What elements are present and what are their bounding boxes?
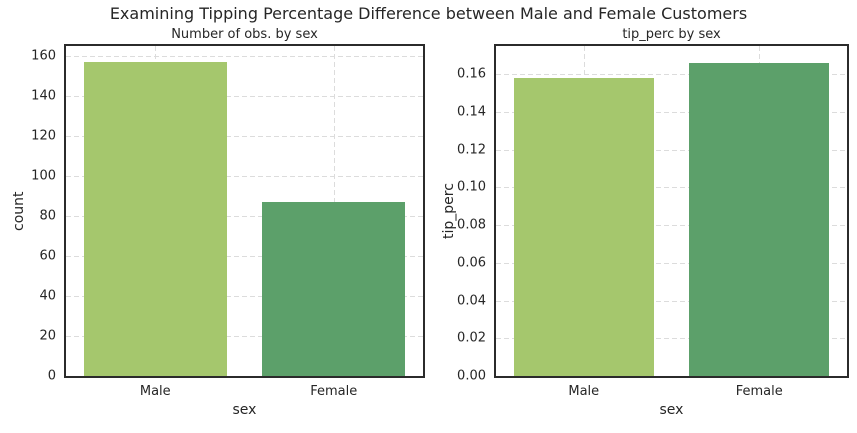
gridline-horizontal — [496, 112, 847, 113]
y-tick-label: 20 — [39, 328, 56, 344]
gridline-horizontal — [496, 300, 847, 302]
gridline-horizontal — [496, 338, 847, 340]
gridline-horizontal — [66, 216, 423, 217]
gridline-horizontal — [66, 176, 423, 177]
gridline-horizontal — [496, 225, 847, 227]
y-tick-label: 0 — [47, 368, 56, 384]
y-tick-label: 60 — [39, 248, 56, 264]
tip-perc-y-axis-label: tip_perc — [441, 183, 457, 239]
y-tick-label: 0.06 — [457, 255, 486, 271]
x-tick-label-male: Male — [568, 384, 600, 399]
count-subplot-title: Number of obs. by sex — [171, 27, 318, 42]
gridline-horizontal — [66, 96, 423, 97]
y-tick-label: 0.10 — [457, 179, 486, 195]
y-tick-label: 120 — [31, 128, 56, 144]
y-tick-label: 0.08 — [457, 217, 486, 233]
count-subplot-plot-area: Number of obs. by sex count sex 0 20 40 60 8… — [11, 27, 425, 418]
y-tick-label: 40 — [39, 288, 56, 304]
y-tick-label: 160 — [31, 48, 56, 64]
bar-female — [689, 62, 830, 376]
x-tick-label-male: Male — [139, 384, 171, 399]
bar-male — [83, 62, 227, 376]
gridline-horizontal — [66, 56, 423, 57]
tip-perc-x-axis-label: sex — [659, 402, 684, 418]
gridline-horizontal — [496, 149, 847, 151]
gridline-horizontal — [66, 136, 423, 137]
gridline-horizontal — [496, 262, 847, 264]
count-x-axis-label: sex — [232, 402, 257, 418]
gridline-horizontal — [496, 74, 847, 76]
bar-male — [513, 78, 654, 376]
figure-title: Examining Tipping Percentage Difference … — [109, 4, 748, 23]
x-tick-label-female: Female — [735, 384, 783, 399]
gridline-horizontal — [66, 296, 423, 297]
x-tick-label-female: Female — [310, 384, 358, 399]
y-tick-label: 100 — [31, 168, 56, 184]
y-tick-label: 0.14 — [457, 104, 486, 120]
y-tick-label: 0.04 — [457, 293, 486, 309]
tip-perc-subplot-title: tip_perc by sex — [622, 27, 721, 42]
y-tick-label: 0.00 — [457, 368, 486, 384]
gridline-horizontal — [66, 256, 423, 257]
gridline-horizontal — [496, 187, 847, 189]
y-tick-label: 0.16 — [457, 66, 486, 82]
gridline-horizontal — [66, 335, 423, 337]
y-tick-label: 0.02 — [457, 330, 486, 346]
y-tick-label: 0.12 — [457, 142, 486, 158]
tip-perc-subplot-plot-area: tip_perc by sex tip_perc sex 0.00 0.02 0.0… — [441, 27, 849, 418]
y-tick-label: 80 — [39, 208, 56, 224]
bar-female — [262, 202, 406, 376]
y-tick-label: 140 — [31, 88, 56, 104]
